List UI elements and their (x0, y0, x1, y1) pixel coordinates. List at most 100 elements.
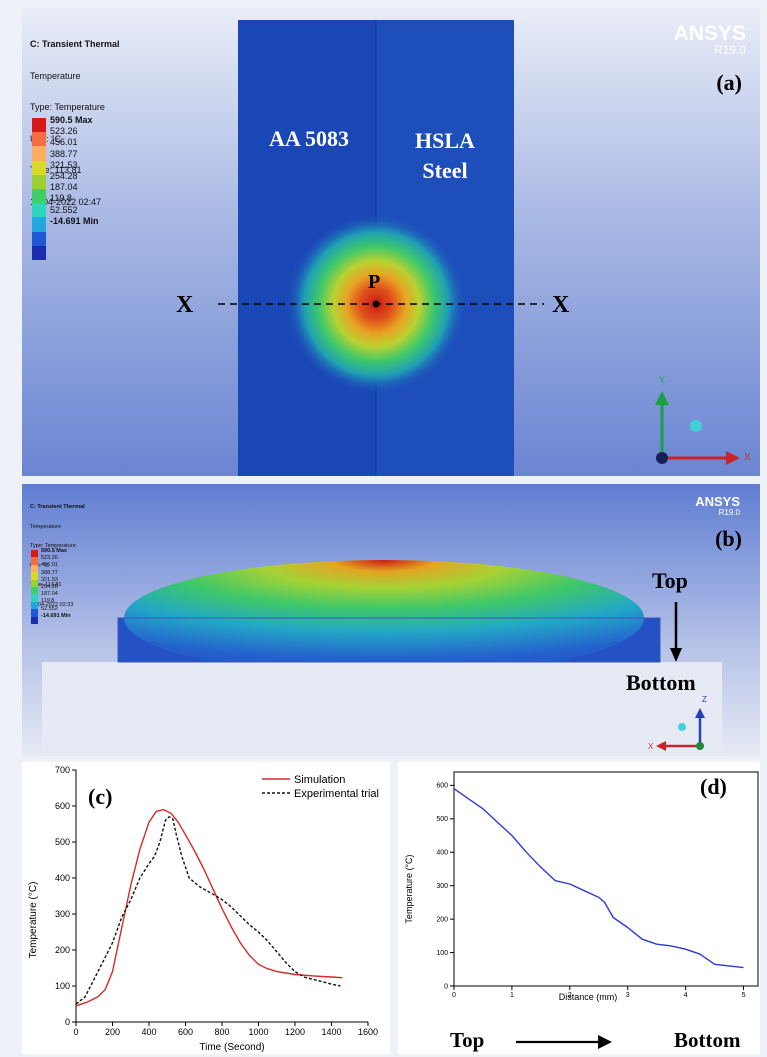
x-tick-label: 400 (141, 1027, 156, 1037)
ansys-logo: ANSYS R19.0 (695, 494, 740, 517)
triad-origin (696, 742, 704, 750)
result-type: Type: Temperature (30, 102, 105, 112)
temperature-time-chart: 0 200 400 600 800 1000 1200 1400 1600 0 100 200 300 4… (28, 765, 379, 1053)
x-tick-label: 600 (178, 1027, 193, 1037)
scale-label: 254.28 (50, 171, 78, 182)
y-axis-label: Y (659, 375, 666, 386)
y-tick-label: 400 (55, 873, 70, 883)
scale-label: 388.77 (50, 148, 78, 159)
scale-label: -14.691 Min (50, 215, 99, 226)
result-quantity: Temperature (30, 70, 81, 81)
scale-label: 52.552 (41, 605, 58, 612)
y-tick-label: 300 (436, 883, 448, 890)
x-tick-label: 5 (742, 992, 746, 999)
y-tick-label: 400 (436, 850, 448, 857)
point-p-marker (372, 300, 380, 308)
material-right-label: HSLA Steel (382, 126, 508, 186)
color-scale-swatch (31, 550, 38, 558)
panel-a-top-view: Y X C: Transient Thermal Temperature Typ… (22, 8, 760, 476)
scale-label: 523.26 (50, 126, 78, 137)
cross-section-svg: Z X (42, 560, 722, 756)
color-scale-swatch (32, 231, 46, 246)
panel-tag-d: (d) (700, 774, 727, 799)
panel-tag-c: (c) (88, 784, 113, 809)
color-scale-swatch (32, 118, 46, 133)
panel-tag-a: (a) (716, 70, 742, 95)
color-scale-swatch (32, 189, 46, 204)
result-title: C: Transient Thermal (30, 504, 85, 510)
scale-label: 456.01 (41, 562, 58, 569)
series-group (453, 788, 744, 969)
result-type: Type: Temperature (30, 543, 76, 549)
direction-arrow-head (598, 1035, 612, 1049)
plot-box (76, 770, 368, 1022)
color-scale-swatch (31, 572, 38, 580)
x-tick-label: 1600 (358, 1027, 378, 1037)
color-scale-swatch (31, 557, 38, 565)
bottom-label: Bottom (626, 670, 696, 695)
scale-label: 456.01 (50, 137, 78, 148)
y-tick-label: 0 (65, 1017, 70, 1027)
color-scale-swatch (31, 609, 38, 617)
color-scale-bar (32, 118, 46, 261)
x-tick-label: 800 (214, 1027, 229, 1037)
result-date: 19-04-2022 02:47 (30, 196, 102, 207)
color-scale-labels: 590.5 Max 523.26 456.01 388.77 321.53 25… (41, 548, 71, 620)
scale-label: 187.04 (50, 182, 78, 193)
y-tick-label: 600 (436, 783, 448, 790)
x-axis-title: Distance (mm) (559, 992, 618, 1002)
y-tick-label: 600 (55, 801, 70, 811)
y-tick-label: 500 (436, 816, 448, 823)
panel-tag-b: (b) (715, 526, 742, 551)
y-axis-title: Temperature (°C) (28, 882, 39, 959)
material-right-line-1: HSLA (415, 128, 475, 153)
x-tick-label: 4 (684, 992, 688, 999)
z-axis-arrow-head (695, 708, 705, 718)
legend-label-simulation: Simulation (294, 774, 345, 786)
top-view-svg: Y X (218, 20, 751, 476)
series-line-experimental-trial (75, 816, 341, 1005)
caption-top: Top (450, 1028, 485, 1052)
scale-label: 321.53 (50, 159, 78, 170)
plot-frame (75, 770, 368, 1023)
x-axis-title: Time (Second) (199, 1042, 264, 1053)
section-outline-top (117, 617, 661, 663)
scale-label: 254.28 (41, 584, 58, 591)
plot-box (453, 771, 759, 987)
color-scale-swatch (32, 245, 46, 261)
color-scale-swatch (32, 146, 46, 161)
x-tick-label: 1000 (248, 1027, 268, 1037)
color-scale-swatch (32, 132, 46, 147)
y-tick-label: 300 (55, 909, 70, 919)
x-axis-label: X (744, 452, 751, 463)
color-scale-swatch (31, 564, 38, 573)
plot-frame (453, 771, 759, 987)
x-tick-label: 200 (105, 1027, 120, 1037)
triad-sphere (678, 723, 686, 731)
y-axis-title: Temperature (°C) (404, 854, 414, 923)
caption-bottom: Bottom (674, 1028, 741, 1052)
ansys-logo-name: ANSYS (695, 494, 740, 509)
scale-label: 321.53 (41, 576, 58, 583)
scale-label: 388.77 (41, 569, 58, 576)
x-tick-label: 1400 (321, 1027, 341, 1037)
result-title: C: Transient Thermal (30, 39, 120, 49)
material-right-line-2: Steel (422, 158, 468, 183)
color-scale-swatch (32, 160, 46, 175)
color-scale-swatch (31, 594, 38, 602)
scale-label: 590.5 Max (41, 548, 67, 554)
axis-ticks: 0 200 400 600 800 1000 1200 1400 1600 0 100 200 300 4… (55, 765, 378, 1037)
y-tick-label: 500 (55, 837, 70, 847)
ansys-version: R19.0 (713, 43, 746, 57)
x-tick-label: 3 (626, 992, 630, 999)
scale-label: -14.691 Min (41, 612, 71, 619)
color-scale-swatch (32, 217, 46, 232)
x-tick-label: 0 (73, 1027, 78, 1037)
x-tick-label: 1 (510, 992, 514, 999)
x-tick-label: 2 (568, 992, 572, 999)
scale-label: 590.5 Max (50, 115, 93, 125)
x-tick-label: 1200 (285, 1027, 305, 1037)
y-tick-label: 200 (55, 945, 70, 955)
point-p-label: P (368, 271, 381, 293)
y-tick-label: 0 (444, 983, 448, 990)
